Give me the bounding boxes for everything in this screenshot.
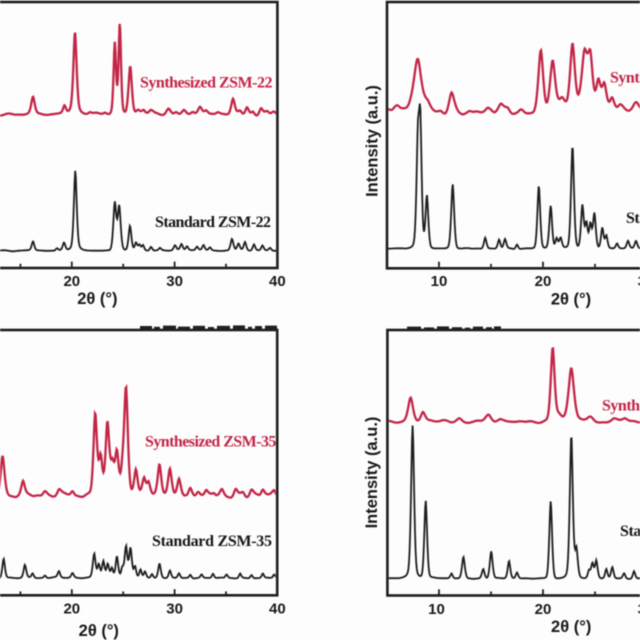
svg-text:Intensity (a.u.): Intensity (a.u.) <box>363 417 381 529</box>
svg-text:30: 30 <box>166 273 183 290</box>
svg-text:2θ (°): 2θ (°) <box>551 291 591 309</box>
svg-text:Standard ZSM-35: Standard ZSM-35 <box>152 533 272 550</box>
svg-text:Synthesized ZSM-35: Synthesized ZSM-35 <box>145 434 276 451</box>
svg-text:Synthesized ZSM-23: Synthesized ZSM-23 <box>610 70 640 87</box>
svg-text:20: 20 <box>63 273 80 290</box>
svg-text:2θ (°): 2θ (°) <box>79 622 119 640</box>
svg-text:30: 30 <box>638 601 640 618</box>
svg-text:40: 40 <box>269 601 286 618</box>
svg-text:Synthesized ZSM-22: Synthesized ZSM-22 <box>140 75 273 92</box>
svg-text:Intensity (a.u.): Intensity (a.u.) <box>364 85 382 197</box>
svg-text:30: 30 <box>638 273 640 290</box>
svg-text:10: 10 <box>428 601 445 618</box>
svg-text:Synthesized ZSM-48: Synthesized ZSM-48 <box>602 398 640 415</box>
svg-text:2θ (°): 2θ (°) <box>77 290 117 308</box>
svg-text:2θ (°): 2θ (°) <box>551 618 591 636</box>
svg-text:Standard ZSM-23: Standard ZSM-23 <box>626 210 640 227</box>
svg-text:10: 10 <box>431 273 448 290</box>
svg-text:Standard ZSM-22: Standard ZSM-22 <box>155 214 271 231</box>
svg-text:30: 30 <box>166 601 183 618</box>
svg-text:20: 20 <box>63 601 80 618</box>
svg-text:Standard ZSM-48: Standard ZSM-48 <box>620 523 640 540</box>
svg-text:20: 20 <box>535 601 552 618</box>
svg-text:40: 40 <box>269 273 286 290</box>
svg-text:20: 20 <box>535 273 552 290</box>
